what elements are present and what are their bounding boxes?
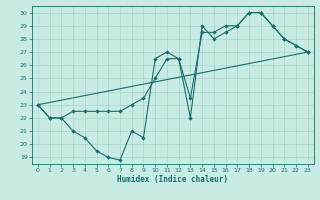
X-axis label: Humidex (Indice chaleur): Humidex (Indice chaleur) — [117, 175, 228, 184]
